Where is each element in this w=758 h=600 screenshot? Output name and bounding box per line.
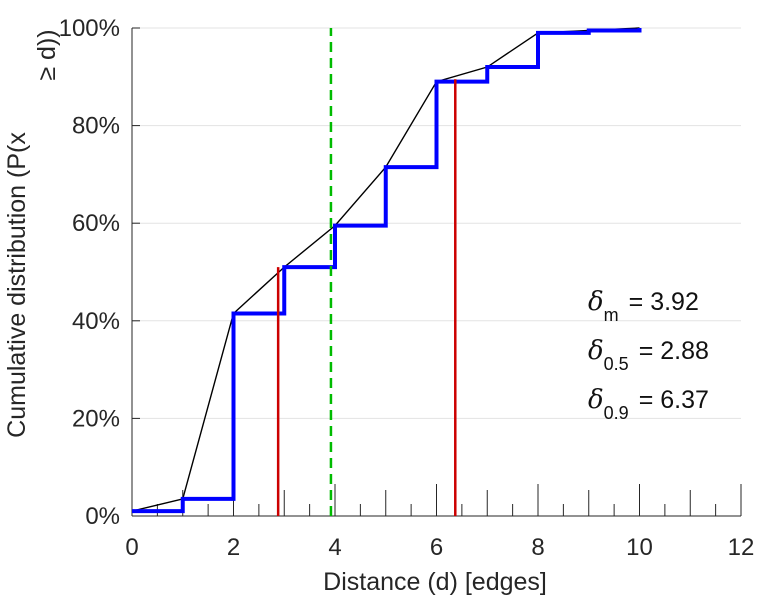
annotation-symbol: δ [588,385,604,415]
annotation-subscript: m [604,305,619,325]
y-tick-label-40: 40% [72,308,120,335]
annotation-2: δ0.9 = 6.37 [588,385,709,423]
x-tick-label-0: 0 [125,534,138,561]
annotation-subscript: 0.9 [604,403,629,423]
annotation-value: = 3.92 [629,288,699,316]
y-axis-title-line-2: ≥ d)) [33,29,61,80]
annotation-symbol: δ [588,287,604,317]
annotation-1: δ0.5 = 2.88 [588,336,709,374]
x-axis-title: Distance (d) [edges] [323,568,547,596]
x-tick-label-12: 12 [728,534,755,561]
reference-lines [276,28,457,516]
annotation-value: = 6.37 [639,386,709,414]
x-tick-label-10: 10 [626,534,653,561]
y-axis-title-line-1: Cumulative distribution (P(x [3,132,31,438]
y-tick-label-80: 80% [72,113,120,140]
y-tick-label-100: 100% [59,15,120,42]
x-tick-label-4: 4 [328,534,341,561]
y-tick-label-60: 60% [72,210,120,237]
x-tick-label-2: 2 [227,534,240,561]
x-tick-label-8: 8 [531,534,544,561]
annotation-value: = 2.88 [639,337,709,365]
series [131,27,642,514]
y-tick-label-20: 20% [72,405,120,432]
series-step-1 [132,28,642,514]
y-axis-title: Cumulative distribution (P(x ≥ d)) [3,29,61,437]
annotation-0: δm = 3.92 [588,287,699,325]
y-tick-label-0: 0% [85,503,120,530]
tick-labels: 0 2 4 6 8 10 12 0% 20% 40% 60% 80% 100% [59,15,755,561]
axes [131,27,742,517]
annotation-symbol: δ [588,336,604,366]
annotation-subscript: 0.5 [604,354,629,374]
x-tick-label-6: 6 [430,534,443,561]
series-line-0 [131,27,640,512]
